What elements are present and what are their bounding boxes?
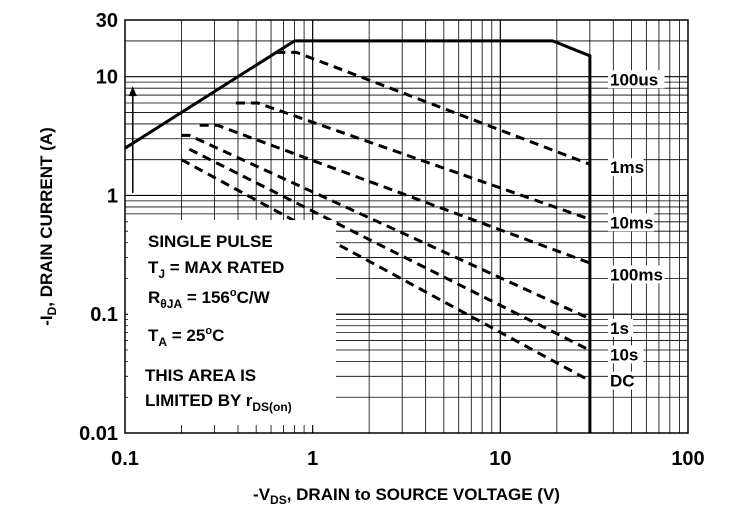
series-label-1ms: 1ms bbox=[608, 158, 644, 177]
series-line-DC bbox=[180, 158, 591, 383]
series-label-background bbox=[608, 158, 644, 177]
series-lines bbox=[124, 39, 592, 433]
annotation-line-ta: TA = 25oC bbox=[148, 325, 224, 349]
x-tick-label: 10 bbox=[489, 448, 511, 470]
annotation-line-single-pulse: SINGLE PULSE bbox=[148, 232, 273, 251]
series-label-100ms: 100ms bbox=[608, 265, 665, 284]
series-line-10ms bbox=[235, 101, 591, 221]
annotation-box: SINGLE PULSE TJ = MAX RATED RθJA = 156oC/W… bbox=[128, 220, 336, 425]
y-tick-label: 0.1 bbox=[90, 304, 118, 326]
series-label-DC: DC bbox=[608, 371, 635, 391]
annotation-background bbox=[128, 220, 336, 425]
series-line-1s bbox=[181, 133, 591, 321]
y-tick-label: 1 bbox=[107, 185, 118, 207]
y-tick-label: 30 bbox=[96, 10, 118, 32]
annotation-line-limited: LIMITED BY rDS(on) bbox=[145, 391, 292, 414]
series-label-text: 1s bbox=[610, 319, 629, 338]
series-label-background bbox=[608, 371, 633, 390]
series-label-text: 10s bbox=[610, 345, 638, 364]
y-axis-title: -ID, DRAIN CURRENT (A) bbox=[37, 127, 59, 326]
plot-frame bbox=[124, 19, 689, 434]
series-label-1s: 1s bbox=[608, 318, 633, 338]
series-label-text: 1ms bbox=[610, 158, 644, 177]
arrow-head bbox=[128, 86, 137, 97]
x-tick-label: 0.1 bbox=[111, 448, 139, 470]
tick-labels: 0.1 1 10 100 0.01 0.1 1 10 30 bbox=[79, 10, 705, 470]
annotation-line-rthja: RθJA = 156oC/W bbox=[148, 287, 271, 311]
series-label-background bbox=[608, 345, 644, 364]
series-line-100ms bbox=[199, 123, 591, 265]
annotation-line-tj: TJ = MAX RATED bbox=[148, 258, 284, 281]
x-tick-label: 1 bbox=[307, 448, 318, 470]
annotation-line-area: THIS AREA IS bbox=[145, 366, 256, 385]
series-label-100us: 100us bbox=[608, 70, 665, 89]
series-line-100us bbox=[124, 39, 592, 433]
series-label-background bbox=[608, 265, 665, 284]
series-label-background bbox=[608, 318, 633, 337]
series-labels: 100us 1ms 10ms 100ms 1s 10s DC bbox=[608, 70, 665, 391]
series-label-background bbox=[608, 70, 665, 89]
series-label-10s: 10s bbox=[608, 345, 644, 364]
y-tick-label: 10 bbox=[96, 67, 118, 89]
axis-titles: -VDS, DRAIN to SOURCE VOLTAGE (V) -ID, DR… bbox=[37, 127, 560, 507]
x-axis-title: -VDS, DRAIN to SOURCE VOLTAGE (V) bbox=[253, 485, 560, 507]
series-label-10ms: 10ms bbox=[608, 213, 654, 232]
series-label-text: 10ms bbox=[610, 213, 653, 232]
series-label-text: 100us bbox=[610, 70, 658, 89]
series-label-background bbox=[608, 213, 654, 232]
series-label-text: DC bbox=[610, 372, 635, 391]
y-tick-label: 0.01 bbox=[79, 423, 118, 445]
x-tick-label: 100 bbox=[671, 448, 704, 470]
series-label-text: 100ms bbox=[610, 265, 663, 284]
series-line-1ms bbox=[276, 50, 591, 166]
